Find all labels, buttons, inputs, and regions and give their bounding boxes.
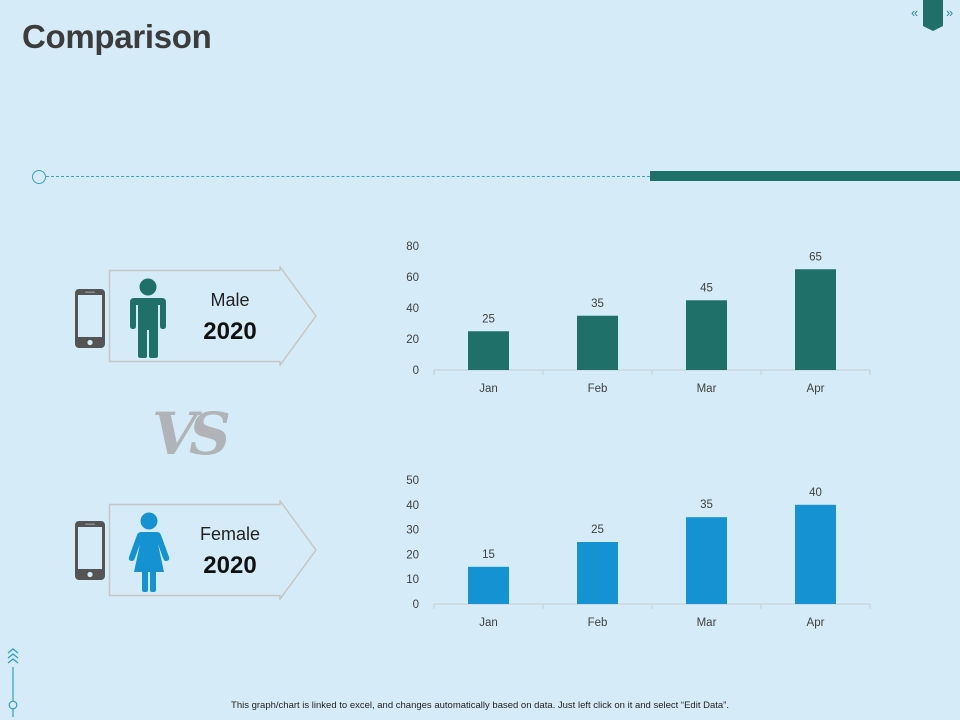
male-chart-data-label: 35 [591, 298, 604, 310]
male-chart-bar[interactable] [686, 300, 727, 370]
female-chart-category-label: Mar [697, 617, 717, 629]
next-arrow-icon[interactable]: » [946, 5, 954, 20]
previous-arrow-icon[interactable]: « [911, 5, 919, 20]
female-chart-bar[interactable] [468, 566, 509, 604]
bookmark-tab-icon [923, 0, 943, 31]
male-chart-category-label: Feb [588, 383, 608, 395]
male-chart-bar[interactable] [795, 269, 836, 370]
male-chart-ytick-label: 80 [406, 241, 419, 253]
male-chart-bar[interactable] [468, 331, 509, 370]
male-year: 2020 [203, 318, 257, 345]
female-chart-bar[interactable] [795, 504, 836, 604]
arrow-card-shape [108, 500, 317, 600]
timeline-start-circle [32, 170, 46, 184]
female-chart-ytick-label: 10 [406, 574, 419, 586]
female-chart-data-label: 40 [809, 487, 822, 499]
versus-text: VS [152, 400, 231, 468]
male-bar-chart: 0 20 40 60 80 25 Jan 35 Feb 45 Mar 65 Apr [406, 241, 871, 395]
male-chart-category-label: Mar [697, 383, 717, 395]
female-card: Female 2020 [108, 500, 318, 600]
female-label: Female [199, 524, 261, 544]
male-label: Male [210, 290, 250, 310]
female-chart-ytick-label: 20 [406, 549, 419, 561]
male-chart-data-label: 25 [482, 313, 495, 325]
female-chart-bar[interactable] [577, 542, 618, 604]
female-chart-data-label: 25 [591, 524, 604, 536]
smartphone-icon [75, 289, 105, 348]
female-chart-category-label: Feb [588, 617, 608, 629]
male-person-icon [130, 278, 166, 358]
female-chart-ytick-label: 50 [406, 475, 419, 487]
timeline-dashed-line [46, 176, 650, 177]
female-year: 2020 [203, 552, 257, 579]
female-bar-chart: 0 10 20 30 40 50 15 Jan 25 Feb 35 Mar 40 Apr [406, 475, 871, 629]
smartphone-icon [75, 521, 105, 580]
arrow-card-shape [108, 266, 317, 366]
male-chart-ytick-label: 20 [406, 334, 419, 346]
female-chart-category-label: Apr [807, 617, 825, 629]
female-chart-bar[interactable] [686, 517, 727, 604]
female-chart-ytick-label: 0 [413, 599, 419, 611]
male-card: Male 2020 [108, 266, 318, 366]
male-chart-category-label: Jan [479, 383, 498, 395]
footer-note: This graph/chart is linked to excel, and… [231, 700, 729, 711]
scroll-up-chevrons-icon [7, 648, 19, 717]
male-chart-ytick-label: 40 [406, 303, 419, 315]
timeline-solid-bar [650, 171, 960, 181]
male-chart-bar[interactable] [577, 315, 618, 370]
male-chart-data-label: 65 [809, 251, 822, 263]
male-chart-data-label: 45 [700, 282, 713, 294]
male-chart-category-label: Apr [807, 383, 825, 395]
female-chart-data-label: 15 [482, 549, 495, 561]
male-chart-ytick-label: 60 [406, 272, 419, 284]
female-chart-ytick-label: 40 [406, 500, 419, 512]
female-chart-category-label: Jan [479, 617, 498, 629]
female-chart-data-label: 35 [700, 499, 713, 511]
female-chart-ytick-label: 30 [406, 525, 419, 537]
male-chart-ytick-label: 0 [413, 365, 419, 377]
page-title: Comparison [22, 18, 212, 55]
female-person-icon [128, 512, 170, 592]
